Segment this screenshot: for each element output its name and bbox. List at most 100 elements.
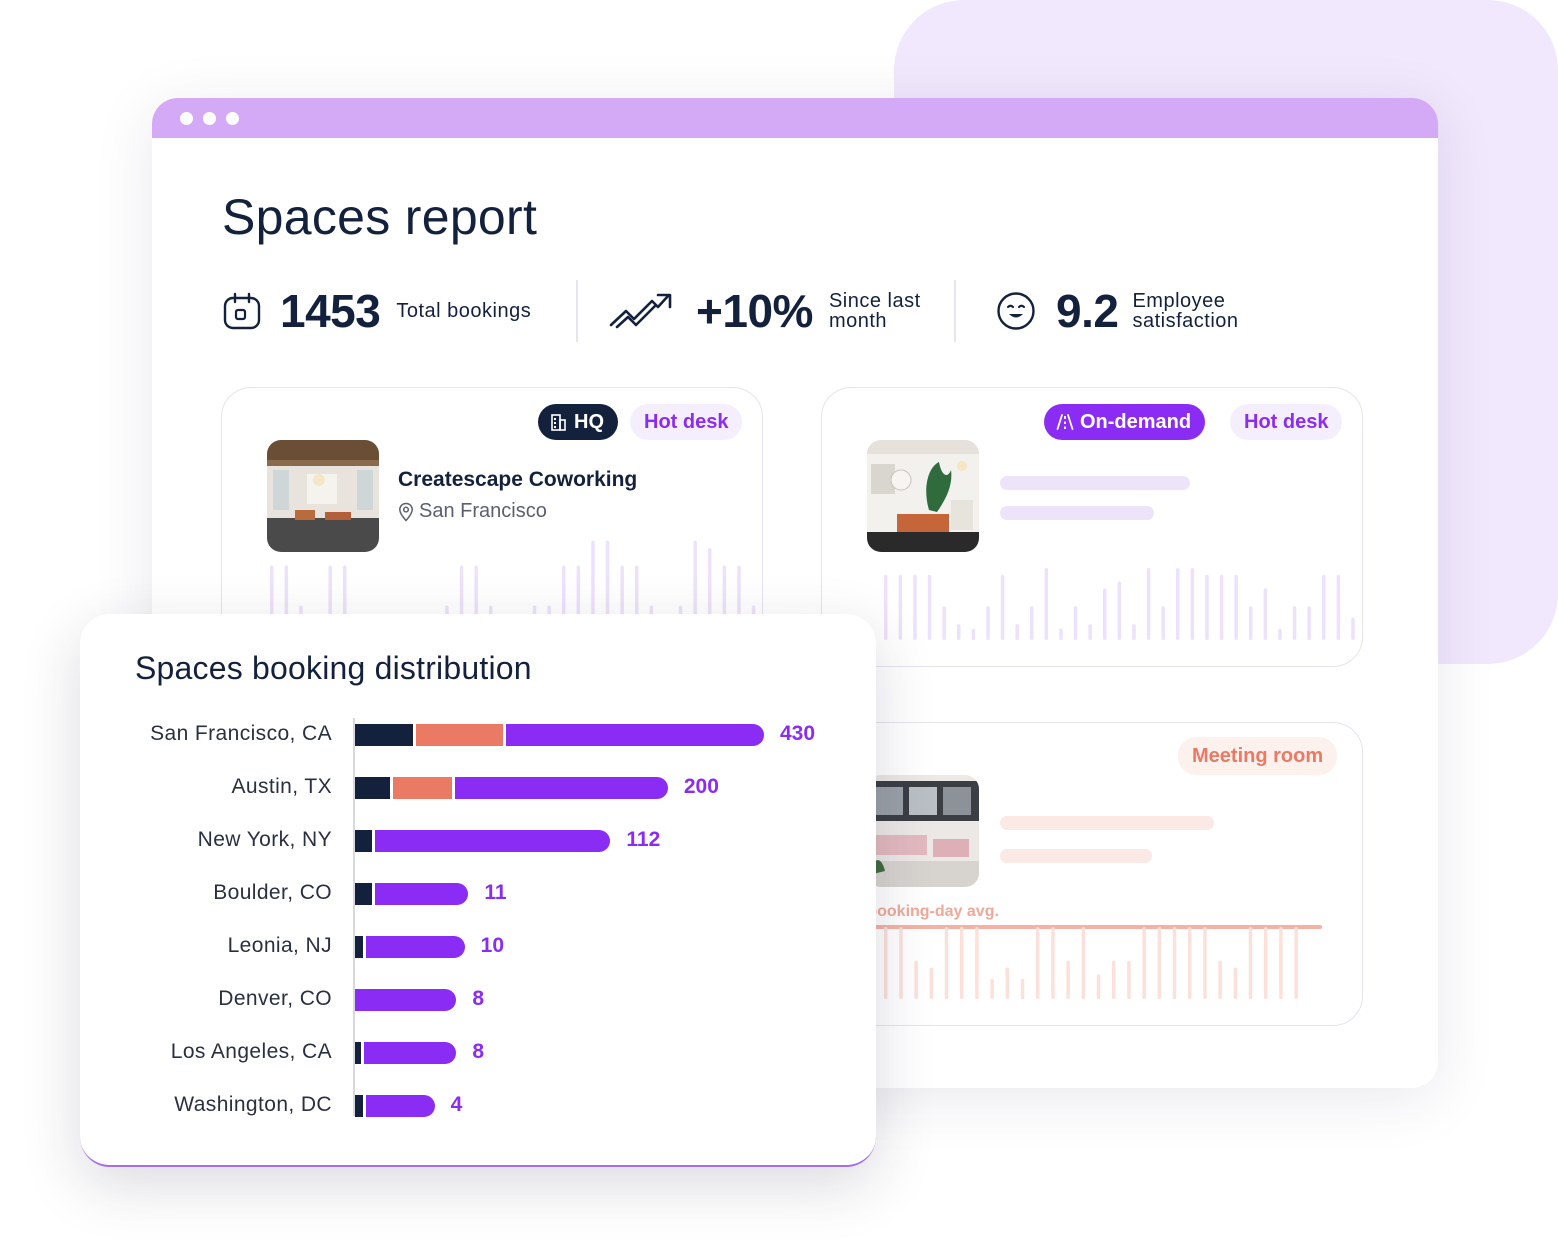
- stat-label-line: Since last: [828, 290, 921, 312]
- sparkline-bar: [1292, 606, 1297, 640]
- stat-divider: [954, 280, 956, 342]
- sparkline-bar: [957, 624, 961, 640]
- sparkline-bar: [1157, 927, 1162, 999]
- smiley-icon: [996, 291, 1036, 331]
- bar-segment: [355, 724, 414, 746]
- sparkline-bar: [1263, 588, 1268, 640]
- sparkline-bar: [591, 540, 595, 618]
- window-dot: [180, 111, 193, 125]
- sparkline-bar: [1205, 574, 1209, 640]
- sparkline-bar: [1219, 574, 1224, 640]
- sparkline-bar: [1351, 617, 1355, 640]
- bar-segment: [392, 777, 453, 799]
- sparkline-bar: [990, 978, 994, 999]
- sparkline-bar: [708, 548, 712, 618]
- sparkline-bar: [1096, 974, 1101, 999]
- chart-axis: [353, 718, 355, 1116]
- tag-hot-desk: Hot desk: [630, 404, 743, 440]
- page-title: Spaces report: [222, 189, 538, 245]
- skeleton-line: [1000, 506, 1154, 520]
- sparkline-bar: [1081, 927, 1086, 999]
- stat-label-line: Total bookings: [396, 299, 532, 322]
- tag-label: HQ: [574, 410, 604, 433]
- stat-divider: [576, 280, 578, 342]
- sparkline-bar: [1127, 960, 1131, 999]
- bar-segment: [355, 989, 457, 1011]
- booking-distribution-card: Spaces booking distribution San Francisc…: [80, 614, 876, 1167]
- stat-label-line: month: [828, 310, 888, 332]
- sparkline-bar: [1036, 927, 1040, 999]
- tag-meeting-room: Meeting room: [1178, 737, 1338, 775]
- space-name: Createscape Coworking: [398, 468, 638, 491]
- space-photo: [867, 440, 979, 552]
- sparkline-bar: [899, 927, 903, 999]
- category-label: Boulder, CO: [213, 881, 332, 904]
- sparkline-bar: [1000, 574, 1005, 640]
- category-label: Denver, CO: [218, 987, 332, 1010]
- sparkline-bar: [1030, 606, 1034, 640]
- window-dot: [203, 111, 216, 125]
- road-icon: [1056, 413, 1074, 431]
- sparkline-bar: [722, 565, 727, 618]
- bar-segment: [506, 724, 764, 746]
- sparkline-bar: [986, 606, 990, 640]
- sparkline-bar: [1249, 606, 1253, 640]
- category-label: New York, NY: [197, 828, 332, 851]
- stat-value: +10%: [696, 285, 813, 337]
- sparkline-bar: [737, 565, 741, 618]
- sparkline-bar: [942, 606, 946, 640]
- sparkline-bar: [944, 927, 949, 999]
- sparkline-bar: [270, 565, 274, 618]
- sparkline-bar: [1051, 927, 1055, 999]
- space-card-on-demand[interactable]: On-demand Hot desk: [821, 387, 1363, 667]
- sparkline-bar: [1176, 568, 1180, 640]
- value-label: 8: [472, 1040, 485, 1063]
- bar-segment: [366, 1095, 435, 1117]
- bar-segment: [365, 936, 465, 958]
- sparkline-bar: [1044, 568, 1049, 640]
- sparkline-bar: [1088, 624, 1092, 640]
- value-label: 200: [683, 775, 719, 798]
- sparkline-bar: [1112, 960, 1116, 999]
- trend-up-icon: [608, 291, 674, 331]
- sparkline-bar: [960, 927, 964, 999]
- category-label: Washington, DC: [174, 1093, 332, 1116]
- sparkline-bar: [975, 927, 979, 999]
- space-photo: [867, 775, 979, 887]
- sparkline-bar: [898, 574, 903, 640]
- distribution-title: Spaces booking distribution: [135, 650, 532, 686]
- sparkline-bar: [1278, 628, 1282, 640]
- sparkline-bar: [284, 565, 289, 618]
- tag-hq: HQ: [538, 404, 618, 440]
- value-label: 4: [450, 1093, 463, 1116]
- location-label: San Francisco: [419, 500, 547, 522]
- sparkline-bar: [1203, 927, 1207, 999]
- space-card-meeting-room[interactable]: Meeting room 2 booking-day avg.: [821, 722, 1363, 1026]
- stat-value: 9.2: [1056, 285, 1119, 337]
- sparkline-bar: [1117, 581, 1122, 640]
- sparkline-bar: [884, 927, 888, 999]
- sparkline-bar: [459, 565, 464, 618]
- bar-segment: [455, 777, 668, 799]
- sparkline-bar: [343, 565, 347, 618]
- sparkline-bar: [635, 565, 639, 618]
- category-label: Austin, TX: [231, 775, 332, 798]
- sparkline-bar: [1146, 568, 1151, 640]
- sparkline-bar: [1066, 960, 1070, 999]
- stat-label: Employee satisfaction: [1132, 291, 1238, 331]
- location-pin-icon: [398, 502, 414, 522]
- sparkline-bar: [913, 574, 917, 640]
- sparkline-bar: [1142, 927, 1146, 999]
- window-titlebar: [152, 98, 1438, 138]
- average-line: [862, 925, 1322, 929]
- space-photo: [267, 440, 379, 552]
- skeleton-line: [1000, 849, 1152, 863]
- sparkline-bar: [914, 960, 918, 999]
- sparkline-bar: [562, 565, 566, 618]
- skeleton-line: [1000, 476, 1190, 490]
- sparkline-bar: [1161, 606, 1165, 640]
- building-icon: [550, 413, 566, 431]
- calendar-icon: [222, 291, 262, 331]
- sparkline-bar: [1020, 978, 1025, 999]
- bar-segment: [355, 936, 363, 958]
